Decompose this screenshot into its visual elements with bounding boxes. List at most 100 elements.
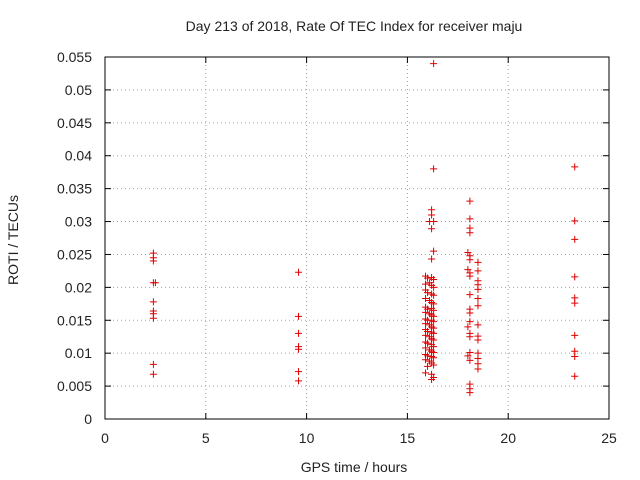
data-point [428, 211, 436, 219]
data-point [474, 285, 482, 293]
y-tick-label: 0.04 [65, 148, 92, 164]
data-point [430, 306, 438, 314]
data-point [428, 225, 436, 233]
data-point [571, 299, 579, 307]
data-point [466, 318, 474, 326]
y-tick-label: 0.045 [57, 115, 92, 131]
y-axis-title: ROTI / TECUs [5, 195, 21, 285]
data-point [422, 356, 430, 364]
data-point [422, 369, 430, 377]
data-point [474, 302, 482, 310]
y-tick-label: 0.01 [65, 345, 92, 361]
x-tick-labels: 0 5 10 15 20 25 [101, 430, 617, 446]
y-tick-label: 0.005 [57, 378, 92, 394]
data-point [430, 343, 438, 351]
data-points [149, 60, 579, 397]
x-tick-label: 0 [101, 430, 109, 446]
x-tick-label: 5 [202, 430, 210, 446]
data-point [149, 298, 157, 306]
data-point [424, 274, 432, 282]
data-point [466, 356, 474, 364]
y-tick-label: 0.035 [57, 181, 92, 197]
data-point [430, 300, 438, 308]
data-point [571, 352, 579, 360]
data-point [295, 268, 303, 276]
data-point [571, 372, 579, 380]
data-point [295, 345, 303, 353]
y-tick-label: 0.015 [57, 312, 92, 328]
y-tick-label: 0.03 [65, 214, 92, 230]
x-tick-label: 15 [400, 430, 416, 446]
data-point [149, 314, 157, 322]
data-point [424, 362, 432, 370]
chart-title: Day 213 of 2018, Rate Of TEC Index for r… [186, 18, 523, 34]
data-point [430, 329, 438, 337]
data-point [466, 333, 474, 341]
data-point [466, 389, 474, 397]
y-tick-label: 0.055 [57, 49, 92, 65]
data-point [422, 344, 430, 352]
y-tick-label: 0.025 [57, 246, 92, 262]
data-point [474, 258, 482, 266]
data-point [466, 229, 474, 237]
data-point [466, 215, 474, 223]
data-point [466, 291, 474, 299]
y-tick-label: 0 [84, 411, 92, 427]
data-point [571, 235, 579, 243]
x-tick-label: 25 [601, 430, 617, 446]
y-tick-label: 0.02 [65, 279, 92, 295]
x-axis-title: GPS time / hours [301, 459, 408, 475]
data-point [430, 318, 438, 326]
data-point [422, 280, 430, 288]
y-tick-labels: 0 0.005 0.01 0.015 0.02 0.025 0.03 0.035 0.04 0.0… [57, 49, 92, 427]
data-point [430, 60, 438, 68]
data-point [424, 327, 432, 335]
plot-frame [104, 56, 610, 420]
data-point [430, 247, 438, 255]
data-point [430, 283, 438, 291]
data-point [466, 309, 474, 317]
data-point [295, 377, 303, 385]
data-point [424, 352, 432, 360]
grid-lines [105, 57, 609, 419]
data-point [571, 163, 579, 171]
data-point [424, 339, 432, 347]
data-point [430, 218, 438, 226]
data-point [474, 295, 482, 303]
data-point [424, 289, 432, 297]
data-point [466, 197, 474, 205]
y-tick-label: 0.05 [65, 82, 92, 98]
data-point [466, 272, 474, 280]
data-point [149, 257, 157, 265]
data-point [571, 273, 579, 281]
x-tick-label: 20 [500, 430, 516, 446]
data-point [295, 312, 303, 320]
data-point [430, 354, 438, 362]
data-point [430, 275, 438, 283]
data-point [474, 336, 482, 344]
data-point [295, 329, 303, 337]
data-point [422, 320, 430, 328]
data-point [474, 321, 482, 329]
data-point [422, 308, 430, 316]
data-point [466, 256, 474, 264]
data-point [428, 376, 436, 384]
data-point [571, 331, 579, 339]
data-point [149, 370, 157, 378]
data-point [151, 279, 159, 287]
data-point [428, 255, 436, 263]
data-point [295, 368, 303, 376]
data-point [422, 295, 430, 303]
data-point [474, 267, 482, 275]
data-point [422, 331, 430, 339]
data-point [430, 361, 438, 369]
x-tick-label: 10 [299, 430, 315, 446]
data-point [430, 291, 438, 299]
data-point [430, 336, 438, 344]
data-point [149, 360, 157, 368]
data-point [430, 165, 438, 173]
data-point [474, 365, 482, 373]
data-point [464, 352, 472, 360]
